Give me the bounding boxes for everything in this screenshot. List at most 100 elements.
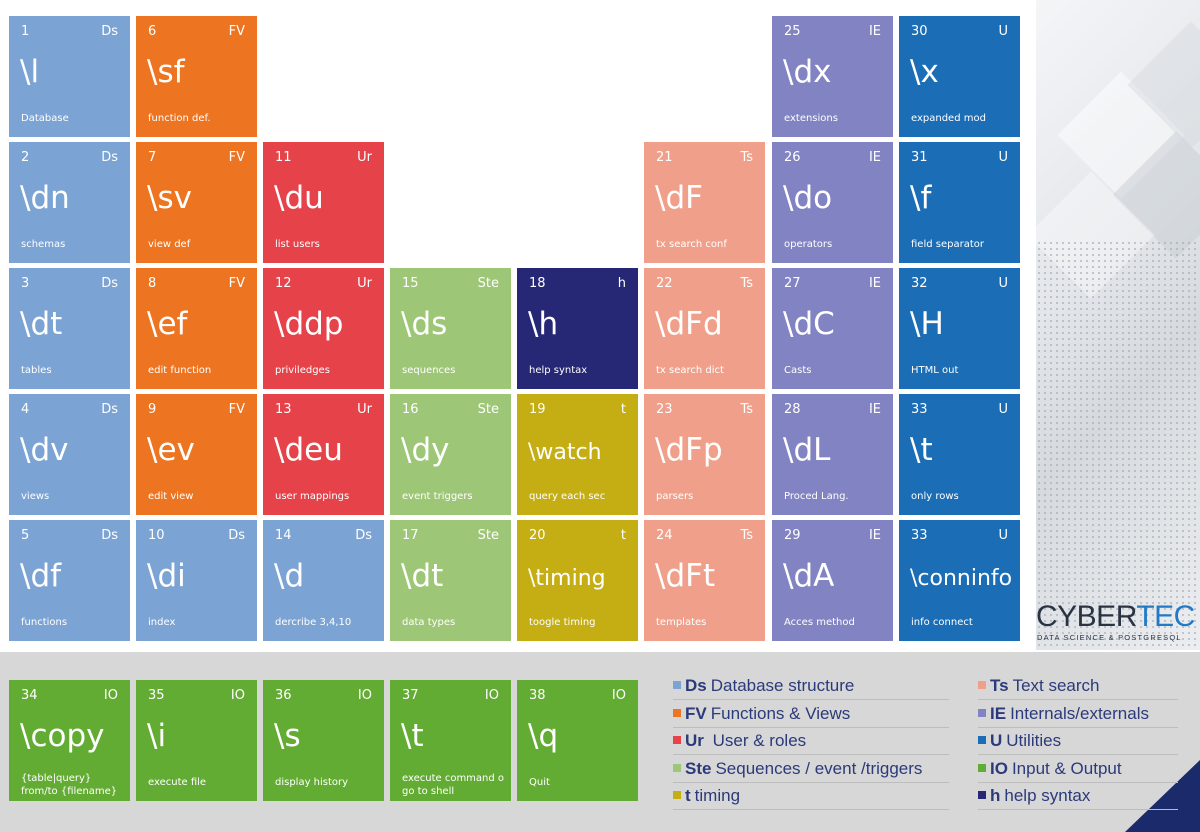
tile-11: 11 Ur \du list users xyxy=(263,142,384,263)
tile-command: \s xyxy=(274,718,301,754)
tile-group: Ts xyxy=(740,402,753,417)
tile-number: 6 xyxy=(148,24,157,39)
tile-number: 38 xyxy=(529,688,546,703)
tile-group: IO xyxy=(357,688,372,703)
tile-command: \d xyxy=(274,558,305,594)
tile-command: \dFt xyxy=(655,558,716,594)
legend-code: FV xyxy=(685,703,707,723)
decorative-background xyxy=(1036,0,1200,650)
tile-32: 32 U \H HTML out xyxy=(899,268,1020,389)
tile-group: IE xyxy=(868,24,881,39)
tile-group: Ste xyxy=(477,276,499,291)
tile-number: 11 xyxy=(275,150,292,165)
tile-description: Database xyxy=(21,113,69,124)
tile-command: \sf xyxy=(147,54,185,90)
tile-command: \i xyxy=(147,718,167,754)
tile-description: priviledges xyxy=(275,365,330,376)
tile-group: FV xyxy=(228,276,245,291)
tile-group: Ur xyxy=(357,150,372,165)
tile-description: info connect xyxy=(911,617,973,628)
legend-item-Ds: Ds Database structure xyxy=(673,676,949,700)
legend-label: Input & Output xyxy=(1011,758,1122,778)
tile-24: 24 Ts \dFt templates xyxy=(644,520,765,641)
legend-label: Text search xyxy=(1012,676,1100,695)
tile-26: 26 IE \do operators xyxy=(772,142,893,263)
legend-label: User & roles xyxy=(707,731,807,750)
tile-number: 33 xyxy=(911,402,928,417)
tile-group: Ur xyxy=(357,276,372,291)
tile-12: 12 Ur \ddp priviledges xyxy=(263,268,384,389)
tile-group: Ts xyxy=(740,528,753,543)
tile-description: edit view xyxy=(148,491,194,502)
tile-description: expanded mod xyxy=(911,113,986,124)
tile-group: h xyxy=(617,276,626,291)
legend-swatch xyxy=(978,708,986,717)
legend-label: timing xyxy=(694,786,741,805)
tile-35: 35 IO \i execute file xyxy=(136,680,257,801)
tile-description: index xyxy=(148,617,176,628)
tile-command: \du xyxy=(274,180,324,216)
tile-group: Ds xyxy=(101,402,118,417)
legend-item-FV: FV Functions & Views xyxy=(673,704,949,728)
tile-description: function def. xyxy=(148,113,211,124)
legend-code: Ur xyxy=(685,731,704,750)
tile-10: 10 Ds \di index xyxy=(136,520,257,641)
tile-number: 23 xyxy=(656,402,673,417)
tile-command: \dFp xyxy=(655,432,723,468)
tile-command: \x xyxy=(910,54,939,90)
tile-group: Ds xyxy=(228,528,245,543)
tile-group: IE xyxy=(868,150,881,165)
tile-command: \dL xyxy=(783,432,831,468)
tile-command: \dt xyxy=(401,558,444,594)
tile-description: extensions xyxy=(784,113,838,124)
tile-number: 8 xyxy=(148,276,157,291)
legend-item-h: h help syntax xyxy=(978,786,1178,810)
tile-description: event triggers xyxy=(402,491,473,502)
tile-number: 22 xyxy=(656,276,673,291)
tile-25: 25 IE \dx extensions xyxy=(772,16,893,137)
tile-30: 30 U \x expanded mod xyxy=(899,16,1020,137)
tile-38: 38 IO \q Quit xyxy=(517,680,638,801)
tile-command: \sv xyxy=(147,180,192,216)
tile-command: \dC xyxy=(783,306,835,342)
legend-swatch xyxy=(673,681,681,689)
legend-swatch xyxy=(673,791,681,799)
tile-group: IE xyxy=(868,402,881,417)
tile-command: \ds xyxy=(401,306,448,342)
legend-swatch xyxy=(673,736,681,744)
tile-group: U xyxy=(998,276,1008,291)
tile-number: 16 xyxy=(402,402,419,417)
tile-group: U xyxy=(998,402,1008,417)
tile-number: 3 xyxy=(21,276,30,291)
cybertec-logo: CYBERTEC DATA SCIENCE & POSTGRESQL xyxy=(1036,600,1195,642)
tile-command: \f xyxy=(910,180,932,216)
tile-13: 13 Ur \deu user mappings xyxy=(263,394,384,515)
legend-code: h xyxy=(990,786,1001,805)
tile-description: sequences xyxy=(402,365,456,376)
tile-number: 15 xyxy=(402,276,419,291)
tile-31: 31 U \f field separator xyxy=(899,142,1020,263)
legend-code: Ds xyxy=(685,676,707,695)
tile-description: HTML out xyxy=(911,365,959,376)
tile-description: tx search dict xyxy=(656,365,724,376)
tile-command: \q xyxy=(528,718,559,754)
tile-description: functions xyxy=(21,617,68,628)
tile-37: 37 IO \t execute command o go to shell xyxy=(390,680,511,801)
tile-group: IO xyxy=(230,688,245,703)
tile-number: 9 xyxy=(148,402,157,417)
tile-number: 37 xyxy=(402,688,419,703)
legend-code: Ste xyxy=(685,758,712,778)
tile-description: dercribe 3,4,10 xyxy=(275,617,352,628)
tile-description: operators xyxy=(784,239,833,250)
tile-command: \copy xyxy=(20,718,105,754)
tile-command: \ddp xyxy=(274,306,344,342)
tile-group: Ts xyxy=(740,150,753,165)
tile-group: IE xyxy=(868,528,881,543)
legend-label: Utilities xyxy=(1006,731,1062,750)
tile-description: query each sec xyxy=(529,491,606,502)
legend-label: help syntax xyxy=(1004,786,1091,805)
tile-18: 18 h \h help syntax xyxy=(517,268,638,389)
tile-number: 30 xyxy=(911,24,928,39)
tile-number: 28 xyxy=(784,402,801,417)
legend-swatch xyxy=(978,736,986,744)
